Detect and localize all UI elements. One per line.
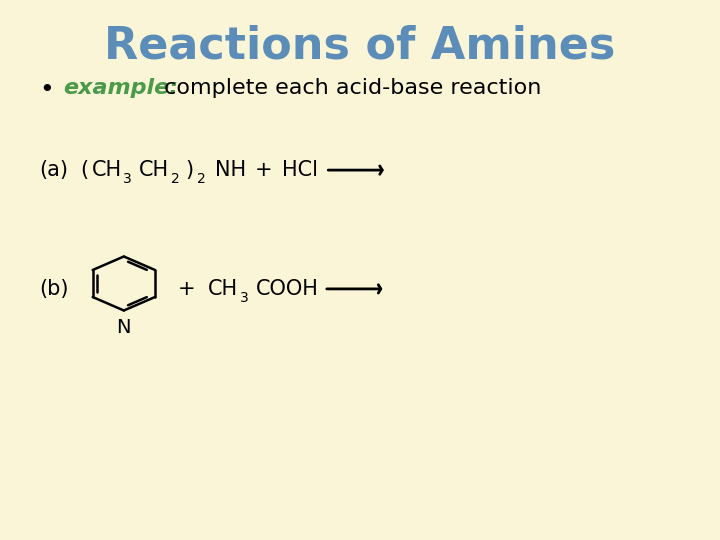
Text: +: + <box>178 279 195 299</box>
Text: HCl: HCl <box>282 160 318 180</box>
Text: complete each acid-base reaction: complete each acid-base reaction <box>157 78 541 98</box>
Text: 2: 2 <box>171 172 179 186</box>
Text: COOH: COOH <box>256 279 318 299</box>
Text: 3: 3 <box>240 291 248 305</box>
Text: Reactions of Amines: Reactions of Amines <box>104 24 616 68</box>
Text: 3: 3 <box>123 172 132 186</box>
Text: ): ) <box>185 160 193 180</box>
Text: N: N <box>117 318 131 337</box>
Text: example:: example: <box>63 78 179 98</box>
Text: 2: 2 <box>197 172 206 186</box>
Text: NH: NH <box>215 160 246 180</box>
Text: (: ( <box>81 160 89 180</box>
Text: +: + <box>255 160 272 180</box>
Text: (a): (a) <box>40 160 68 180</box>
Text: CH: CH <box>208 279 238 299</box>
Text: (b): (b) <box>40 279 69 299</box>
Text: •: • <box>40 78 54 102</box>
Text: CH: CH <box>139 160 169 180</box>
Text: CH: CH <box>91 160 122 180</box>
